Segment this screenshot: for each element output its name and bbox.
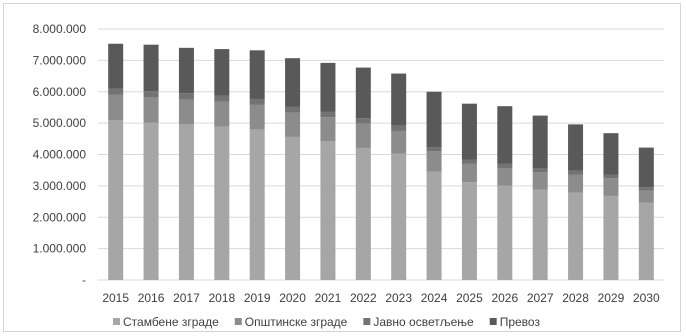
bar-segment	[214, 95, 230, 102]
bar-segment	[391, 130, 407, 154]
x-tick-label: 2015	[102, 291, 129, 305]
bar-segment	[285, 112, 301, 137]
bar-segment	[532, 167, 548, 173]
bar-segment	[532, 172, 548, 190]
bar-segment	[426, 91, 442, 147]
bar-segment	[532, 115, 548, 168]
bar-segment	[497, 167, 513, 186]
legend-swatch	[113, 318, 120, 325]
bar-segment	[532, 189, 548, 280]
bar-segment	[461, 159, 477, 164]
bar-segment	[355, 147, 371, 280]
bar-segment	[143, 44, 159, 92]
bar-segment	[568, 170, 584, 175]
bar-segment	[426, 146, 442, 152]
bar-segment	[355, 118, 371, 124]
legend-swatch	[489, 318, 497, 325]
x-tick-label: 2026	[491, 291, 518, 305]
y-tick-label: -	[82, 273, 86, 287]
y-tick-label: 2.000.000	[33, 210, 87, 224]
bar-segment	[214, 101, 230, 127]
bar-segment	[355, 67, 371, 119]
bar-segment	[568, 174, 584, 193]
bar-segment	[603, 174, 619, 179]
bar-segment	[426, 171, 442, 280]
bar-segment	[249, 98, 265, 105]
x-tick-label: 2029	[598, 291, 625, 305]
x-tick-label: 2020	[279, 291, 306, 305]
bar-segment	[320, 62, 336, 112]
bar-segment	[178, 93, 194, 100]
bar-segment	[320, 111, 336, 118]
x-tick-label: 2028	[562, 291, 589, 305]
bar-segment	[497, 106, 513, 164]
bar-segment	[108, 94, 124, 120]
bar-segment	[178, 124, 194, 280]
bar-segment	[285, 136, 301, 280]
bar-segment	[568, 124, 584, 171]
x-tick-label: 2022	[350, 291, 377, 305]
x-tick-label: 2017	[173, 291, 200, 305]
bar-segment	[249, 129, 265, 280]
bar-segment	[320, 117, 336, 142]
chart-frame	[3, 3, 681, 332]
bar-segment	[108, 43, 124, 89]
bar-segment	[461, 103, 477, 160]
bar-segment	[603, 178, 619, 196]
legend-label: Јавно осветљење	[373, 315, 474, 329]
bar-segment	[285, 58, 301, 107]
bar-segment	[426, 151, 442, 172]
bar-segment	[108, 88, 124, 95]
bar-segment	[214, 126, 230, 280]
x-tick-label: 2023	[385, 291, 412, 305]
x-tick-label: 2030	[633, 291, 660, 305]
bar-segment	[638, 202, 654, 280]
legend-label: Превоз	[500, 315, 541, 329]
legend-swatch	[363, 318, 371, 325]
legend-swatch	[234, 318, 242, 325]
bar-segment	[603, 133, 619, 175]
bar-segment	[638, 187, 654, 191]
y-tick-label: 6.000.000	[33, 85, 87, 99]
bar-segment	[638, 147, 654, 188]
y-tick-label: 5.000.000	[33, 116, 87, 130]
bar-segment	[143, 122, 159, 280]
bar-segment	[497, 163, 513, 168]
bar-segment	[249, 50, 265, 99]
bar-segment	[391, 73, 407, 126]
bar-segment	[143, 91, 159, 98]
x-tick-label: 2024	[421, 291, 448, 305]
bar-segment	[178, 99, 194, 125]
x-tick-label: 2021	[315, 291, 342, 305]
bar-segment	[214, 49, 230, 96]
bar-segment	[320, 141, 336, 280]
bar-segment	[249, 104, 265, 130]
y-tick-label: 7.000.000	[33, 53, 87, 67]
y-tick-label: 1.000.000	[33, 242, 87, 256]
bar-segment	[285, 106, 301, 113]
x-tick-label: 2016	[138, 291, 165, 305]
bar-segment	[603, 195, 619, 280]
legend-label: Општинске зграде	[245, 315, 348, 329]
bar-segment	[461, 163, 477, 183]
bar-segment	[568, 192, 584, 280]
bar-segment	[461, 182, 477, 280]
bar-segment	[497, 185, 513, 280]
x-tick-label: 2019	[244, 291, 271, 305]
bar-segment	[143, 97, 159, 123]
x-tick-label: 2027	[527, 291, 554, 305]
y-tick-label: 8.000.000	[33, 22, 87, 36]
bar-segment	[108, 119, 124, 280]
x-tick-label: 2025	[456, 291, 483, 305]
legend-label: Стамбене зграде	[123, 315, 219, 329]
bar-segment	[178, 47, 194, 94]
x-tick-label: 2018	[208, 291, 235, 305]
y-tick-label: 3.000.000	[33, 179, 87, 193]
y-tick-label: 4.000.000	[33, 148, 87, 162]
bar-segment	[355, 123, 371, 148]
bar-segment	[391, 125, 407, 131]
bar-segment	[638, 190, 654, 203]
bar-segment	[391, 153, 407, 280]
